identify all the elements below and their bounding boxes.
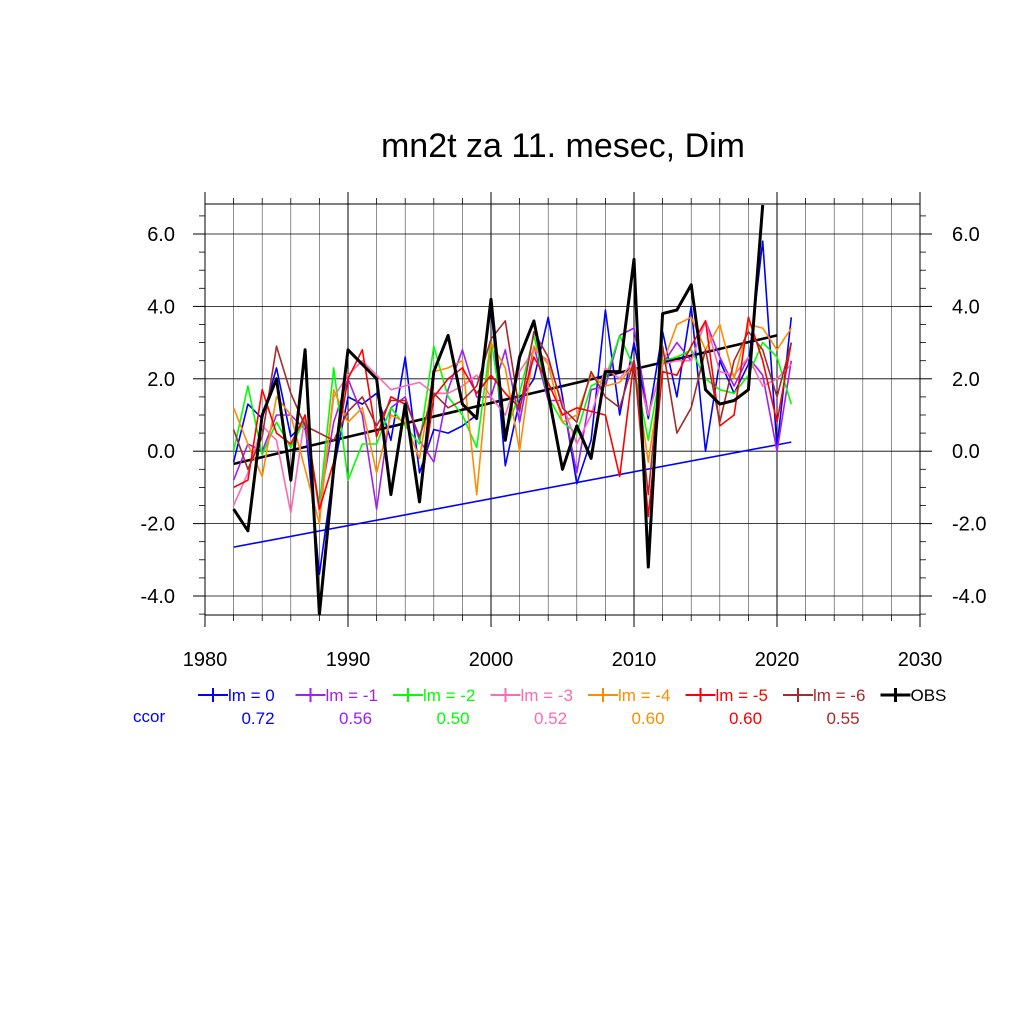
axis-ticks: 1980 1990 2000 2010 2020 2030 -4.0 -4.0 -2.0 -2.0… — [141, 192, 986, 671]
plot-frame — [204, 203, 921, 616]
ccor-value: 0.55 — [826, 709, 859, 728]
x-tick-label: 2000 — [469, 649, 514, 671]
y-tick-label-right: 2.0 — [952, 369, 980, 391]
x-tick-label: 1980 — [183, 649, 228, 671]
legend-label: lm = -4 — [618, 686, 670, 705]
y-tick-label-right: -2.0 — [952, 514, 986, 536]
series-line-lm6 — [232, 320, 793, 496]
y-tick-label-left: 4.0 — [147, 296, 175, 318]
legend-label: OBS — [911, 686, 947, 705]
grid — [205, 204, 920, 615]
ccor-label: ccor — [133, 707, 165, 726]
series-lines — [232, 204, 793, 616]
y-tick-label-right: -4.0 — [952, 586, 986, 608]
series-line-obs — [232, 204, 765, 616]
x-tick-label: 2030 — [898, 649, 943, 671]
x-tick-label: 1990 — [326, 649, 371, 671]
ccor-value: 0.60 — [729, 709, 762, 728]
ccor-value: 0.56 — [339, 709, 372, 728]
legend-label: lm = 0 — [228, 686, 275, 705]
legend: lm = 0 lm = -1 lm = -2 lm = -3 lm = -4 lm = -… — [133, 686, 946, 728]
ccor-value: 0.50 — [436, 709, 469, 728]
ccor-value: 0.60 — [631, 709, 664, 728]
y-tick-label-right: 0.0 — [952, 441, 980, 463]
ccor-value: 0.52 — [534, 709, 567, 728]
legend-label: lm = -3 — [521, 686, 573, 705]
legend-label: lm = -2 — [423, 686, 475, 705]
y-tick-label-left: 2.0 — [147, 369, 175, 391]
x-tick-label: 2010 — [612, 649, 657, 671]
x-tick-label: 2020 — [755, 649, 800, 671]
y-tick-label-right: 4.0 — [952, 296, 980, 318]
y-tick-label-left: 6.0 — [147, 224, 175, 246]
y-tick-label-left: 0.0 — [147, 441, 175, 463]
ccor-value: 0.72 — [241, 709, 274, 728]
legend-label: lm = -1 — [326, 686, 378, 705]
y-tick-label-right: 6.0 — [952, 224, 980, 246]
plot-border — [204, 203, 921, 616]
y-tick-label-left: -2.0 — [141, 514, 175, 536]
legend-label: lm = -5 — [716, 686, 768, 705]
chart-title: mn2t za 11. mesec, Dim — [381, 127, 745, 165]
y-tick-label-left: -4.0 — [141, 586, 175, 608]
legend-label: lm = -6 — [813, 686, 865, 705]
